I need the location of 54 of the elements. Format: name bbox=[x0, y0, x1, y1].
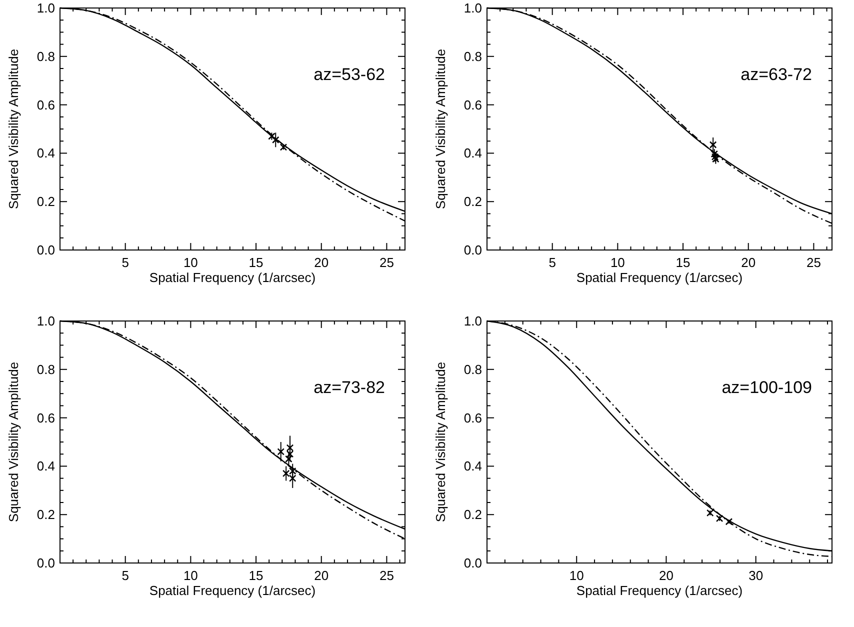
y-tick-label: 0.4 bbox=[464, 146, 482, 161]
x-tick-label: 15 bbox=[248, 255, 264, 270]
y-tick-label: 0.4 bbox=[36, 146, 55, 161]
x-tick-label: 20 bbox=[658, 568, 674, 583]
annotation: az=53-62 bbox=[314, 65, 385, 84]
y-tick-label: 0.2 bbox=[36, 507, 55, 522]
x-axis-title: Spatial Frequency (1/arcsec) bbox=[149, 583, 316, 598]
y-axis-title: Squared Visibility Amplitude bbox=[6, 48, 21, 210]
x-tick-label: 25 bbox=[379, 255, 394, 270]
annotation: az=100-109 bbox=[722, 378, 812, 397]
x-tick-label: 20 bbox=[314, 255, 329, 270]
y-axis-title: Squared Visibility Amplitude bbox=[433, 362, 448, 522]
y-tick-label: 0.6 bbox=[36, 410, 55, 426]
y-tick-label: 0.2 bbox=[36, 194, 55, 210]
x-tick-label: 20 bbox=[741, 255, 756, 270]
x-tick-label: 25 bbox=[379, 568, 394, 583]
y-tick-label: 0.6 bbox=[36, 97, 55, 112]
y-tick-label: 0.6 bbox=[464, 97, 482, 112]
x-axis-title: Spatial Frequency (1/arcsec) bbox=[576, 270, 743, 285]
annotation: az=73-82 bbox=[314, 378, 385, 397]
y-tick-label: 0.8 bbox=[36, 362, 55, 377]
x-axis-title: Spatial Frequency (1/arcsec) bbox=[149, 270, 316, 285]
y-tick-label: 0.0 bbox=[464, 242, 482, 258]
x-tick-label: 10 bbox=[569, 568, 584, 583]
y-tick-label: 0.0 bbox=[36, 556, 55, 570]
y-tick-label: 0.8 bbox=[464, 362, 482, 377]
x-tick-label: 10 bbox=[183, 568, 198, 583]
y-tick-label: 1.0 bbox=[464, 0, 482, 16]
y-axis-title: Squared Visibility Amplitude bbox=[433, 48, 448, 210]
y-tick-label: 0.2 bbox=[464, 194, 482, 210]
x-tick-label: 5 bbox=[122, 568, 129, 583]
y-tick-label: 1.0 bbox=[464, 314, 482, 328]
x-tick-label: 25 bbox=[806, 255, 821, 270]
y-tick-label: 0.2 bbox=[464, 507, 482, 522]
x-tick-label: 30 bbox=[748, 568, 764, 583]
y-tick-label: 1.0 bbox=[36, 0, 55, 16]
x-tick-label: 10 bbox=[610, 255, 625, 270]
x-axis-title: Spatial Frequency (1/arcsec) bbox=[576, 583, 743, 598]
x-tick-label: 15 bbox=[248, 568, 264, 583]
y-tick-label: 0.8 bbox=[464, 48, 482, 64]
x-tick-label: 5 bbox=[548, 255, 556, 270]
y-tick-label: 0.0 bbox=[464, 556, 482, 570]
y-tick-label: 0.8 bbox=[36, 48, 55, 64]
x-tick-label: 20 bbox=[314, 568, 329, 583]
y-tick-label: 1.0 bbox=[36, 314, 55, 328]
y-axis-title: Squared Visibility Amplitude bbox=[6, 362, 21, 522]
y-tick-label: 0.4 bbox=[36, 458, 55, 474]
annotation: az=63-72 bbox=[740, 65, 812, 84]
x-tick-label: 5 bbox=[122, 255, 129, 270]
y-tick-label: 0.4 bbox=[464, 458, 482, 474]
x-tick-label: 10 bbox=[183, 255, 198, 270]
y-tick-label: 0.0 bbox=[36, 242, 55, 258]
y-tick-label: 0.6 bbox=[464, 410, 482, 426]
x-tick-label: 15 bbox=[676, 255, 690, 270]
